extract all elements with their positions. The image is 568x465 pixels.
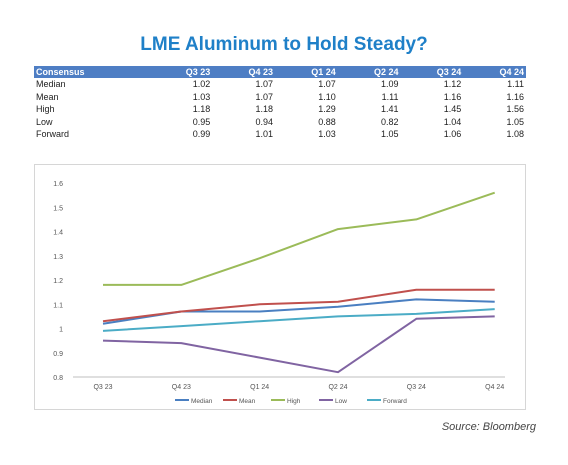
table-header-cell: Q4 24	[463, 66, 526, 78]
source-note: Source: Bloomberg	[441, 421, 536, 433]
chart-title: LME Aluminum to Hold Steady?	[140, 34, 428, 55]
table-cell: 1.05	[506, 116, 524, 127]
y-tick-label: 1.6	[53, 181, 63, 188]
legend-label: Low	[335, 398, 347, 405]
x-tick-label: Q3 23	[93, 384, 112, 391]
table-cell: 1.45	[443, 104, 462, 115]
table-cell: 1.12	[443, 79, 462, 90]
table-cell: 1.11	[507, 79, 524, 90]
table-header-cell: Q3 24	[400, 66, 464, 78]
y-tick-label: 1.4	[53, 230, 63, 237]
table-cell: 1.03	[192, 91, 211, 102]
table-row: Low 0.95 0.94 0.88 0.82 1.04 1.05	[34, 116, 526, 129]
table-cell: 1.01	[255, 129, 273, 140]
y-tick-label: 1.2	[53, 278, 63, 285]
row-label: Median	[36, 79, 66, 90]
table-cell: 1.06	[443, 129, 462, 140]
x-tick-label: Q2 24	[328, 384, 347, 391]
table-header-row: Consensus Q3 23 Q4 23 Q1 24 Q2 24 Q3 24 …	[34, 66, 526, 78]
table-cell: 1.05	[380, 129, 399, 140]
table-cell: 0.88	[318, 116, 336, 127]
table-cell: 1.16	[443, 91, 462, 102]
table-cell: 0.94	[255, 116, 273, 127]
table-cell: 1.56	[506, 104, 524, 115]
table-cell: 1.08	[506, 129, 524, 140]
x-tick-label: Q4 23	[172, 384, 191, 391]
table-cell: 1.11	[381, 91, 399, 102]
row-label: Mean	[36, 91, 59, 102]
x-tick-label: Q4 24	[485, 384, 504, 391]
y-tick-label: 0.8	[53, 375, 63, 382]
legend-label: Mean	[239, 398, 256, 405]
table-row: High 1.18 1.18 1.29 1.41 1.45 1.56	[34, 103, 526, 116]
x-tick-label: Q3 24	[407, 384, 426, 391]
table-cell: 1.41	[380, 104, 399, 115]
table-cell: 1.07	[318, 79, 336, 90]
table-body: Median 1.02 1.07 1.07 1.09 1.12 1.11 Mean 1.03 1.…	[34, 78, 526, 141]
table-cell: 1.03	[318, 129, 336, 140]
legend-label: Median	[191, 398, 213, 405]
legend-label: Forward	[383, 398, 407, 405]
table-cell: 0.82	[380, 116, 399, 127]
chart-area: 0.8 0.9 1 1.1 1.2 1.3 1.4 1.5 1.6 Q3 23 Q4 23 Q1 24…	[34, 164, 526, 410]
y-tick-label: 1.3	[53, 254, 63, 261]
y-tick-label: 1	[59, 327, 63, 334]
legend-label: High	[287, 398, 301, 405]
table-row: Mean 1.03 1.07 1.10 1.11 1.16 1.16	[34, 91, 526, 104]
table-cell: 1.04	[443, 116, 462, 127]
y-tick-label: 0.9	[53, 351, 63, 358]
row-label: Low	[36, 116, 53, 127]
table-cell: 1.10	[318, 91, 336, 102]
table-cell: 1.07	[255, 79, 273, 90]
table-header-cell: Q2 24	[337, 66, 401, 78]
series-line-low	[102, 315, 495, 374]
series-line-forward	[102, 308, 495, 332]
table-cell: 1.16	[506, 91, 524, 102]
table-cell: 0.99	[192, 129, 211, 140]
table-cell: 1.02	[192, 79, 211, 90]
table-cell: 1.18	[192, 104, 211, 115]
consensus-table: Consensus Q3 23 Q4 23 Q1 24 Q2 24 Q3 24 …	[34, 66, 526, 141]
table-row: Forward 0.99 1.01 1.03 1.05 1.06 1.08	[34, 128, 526, 141]
series-line-high	[103, 191, 496, 286]
series-line-mean	[102, 288, 495, 323]
row-label: Forward	[36, 129, 70, 140]
y-tick-label: 1.5	[53, 205, 63, 212]
table-cell: 1.09	[380, 79, 399, 90]
table-cell: 1.07	[255, 91, 273, 102]
table-header-cell: Q4 23	[212, 66, 275, 78]
table-cell: 1.29	[318, 104, 336, 115]
line-chart: 0.8 0.9 1 1.1 1.2 1.3 1.4 1.5 1.6 Q3 23 Q4 23 Q1 24…	[53, 181, 505, 405]
table-header-cell: Q3 23	[149, 66, 213, 78]
y-tick-label: 1.1	[53, 302, 63, 309]
row-label: High	[36, 104, 55, 115]
table-cell: 1.18	[255, 104, 273, 115]
x-tick-label: Q1 24	[250, 384, 269, 391]
table-header-cell: Q1 24	[274, 66, 338, 78]
table-row: Median 1.02 1.07 1.07 1.09 1.12 1.11	[34, 78, 526, 91]
table-cell: 0.95	[192, 116, 211, 127]
table-header-cell: Consensus	[34, 66, 150, 78]
